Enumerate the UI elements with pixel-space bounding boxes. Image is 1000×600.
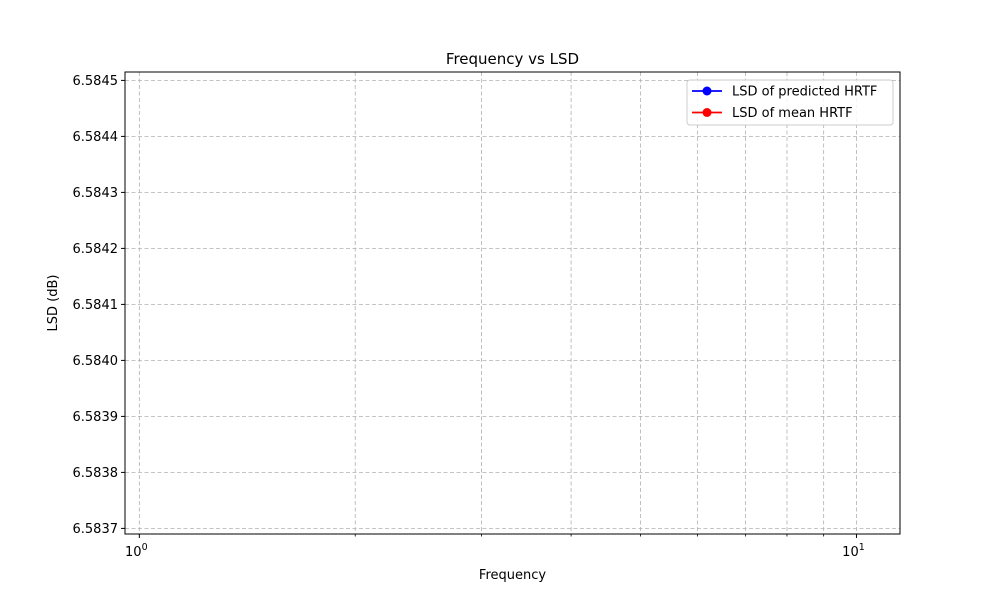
x-tick-label: 101: [842, 542, 865, 560]
y-tick-label: 6.5845: [73, 74, 119, 89]
x-axis-label: Frequency: [479, 568, 546, 583]
ticks-layer: 6.5837 6.5838 6.5839 6.5840 6.5841 6.5842 6.58…: [73, 74, 865, 560]
legend-box: [686, 79, 894, 126]
y-tick-label: 6.5839: [73, 410, 119, 425]
legend: LSD of predicted HRTF LSD of mean HRTF: [686, 79, 894, 126]
legend-marker-0: [702, 86, 712, 96]
plot-frame: [124, 71, 901, 535]
y-tick-label: 6.5841: [73, 298, 119, 313]
legend-entries: LSD of predicted HRTF LSD of mean HRTF: [692, 85, 877, 121]
legend-label-0: LSD of predicted HRTF: [732, 85, 877, 100]
legend-marker-1: [702, 108, 712, 117]
y-axis-label: LSD (dB): [46, 275, 61, 332]
y-tick-label: 6.5844: [73, 130, 119, 145]
y-tick-label: 6.5838: [73, 466, 119, 481]
y-tick-label: 6.5842: [73, 242, 119, 257]
chart-title: Frequency vs LSD: [446, 50, 579, 68]
grid-layer: [125, 72, 900, 534]
y-tick-label: 6.5837: [73, 522, 119, 537]
y-tick-label: 6.5840: [73, 354, 119, 369]
legend-label-1: LSD of mean HRTF: [732, 106, 853, 121]
y-tick-label: 6.5843: [73, 186, 119, 201]
x-tick-label: 100: [125, 542, 148, 560]
